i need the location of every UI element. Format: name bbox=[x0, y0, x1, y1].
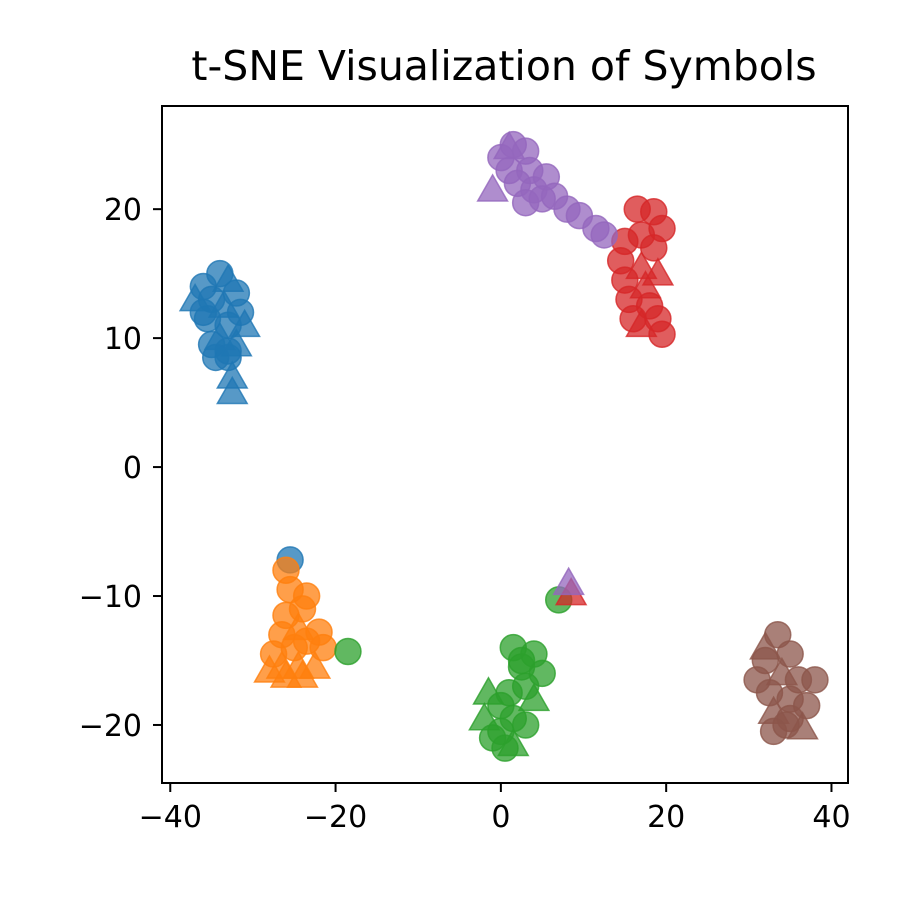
plot-frame bbox=[161, 105, 849, 784]
y-tick-label-0: −20 bbox=[79, 709, 142, 744]
x-tick-label-1: −20 bbox=[304, 800, 367, 835]
data-point-s3-16 bbox=[648, 320, 676, 348]
y-tick-label-4: 20 bbox=[104, 193, 142, 228]
x-tick-label-0: −40 bbox=[139, 800, 202, 835]
chart-title: t-SNE Visualization of Symbols bbox=[191, 42, 816, 90]
scatter-points bbox=[178, 130, 829, 762]
y-axis: −20 −10 0 10 20 bbox=[79, 193, 162, 744]
data-point-s3-8 bbox=[641, 257, 675, 286]
data-point-s5-15 bbox=[749, 631, 782, 660]
data-point-s0-15 bbox=[216, 375, 249, 405]
x-axis: −40 −20 0 20 40 bbox=[139, 783, 851, 835]
data-point-s4-5 bbox=[476, 173, 509, 202]
x-tick-label-3: 20 bbox=[647, 800, 685, 835]
data-point-s3-5 bbox=[640, 234, 668, 262]
data-point-s4-17 bbox=[552, 566, 585, 596]
y-tick-label-3: 10 bbox=[104, 322, 142, 357]
data-point-s1-17 bbox=[305, 618, 333, 646]
data-point-s2-16 bbox=[497, 727, 530, 757]
data-point-s1-16 bbox=[288, 595, 317, 623]
data-point-s1-15 bbox=[253, 654, 286, 683]
data-point-s4-16 bbox=[492, 130, 526, 160]
x-tick-label-2: 0 bbox=[491, 800, 510, 835]
data-point-s1-14 bbox=[286, 659, 319, 688]
data-point-s0-17 bbox=[201, 343, 230, 372]
data-point-s5-6 bbox=[801, 666, 829, 694]
y-tick-label-2: 0 bbox=[123, 451, 142, 486]
data-point-s5-14 bbox=[772, 711, 800, 739]
data-point-s0-19 bbox=[222, 279, 251, 307]
data-point-s2-7 bbox=[517, 682, 551, 712]
y-tick-label-1: −10 bbox=[79, 580, 142, 615]
data-point-s2-17 bbox=[511, 711, 540, 739]
data-point-s0-18 bbox=[189, 298, 218, 327]
data-point-s2-0 bbox=[334, 637, 362, 666]
x-tick-label-4: 40 bbox=[812, 800, 850, 835]
data-point-s2-18 bbox=[507, 646, 536, 675]
data-point-s4-15 bbox=[590, 221, 618, 249]
